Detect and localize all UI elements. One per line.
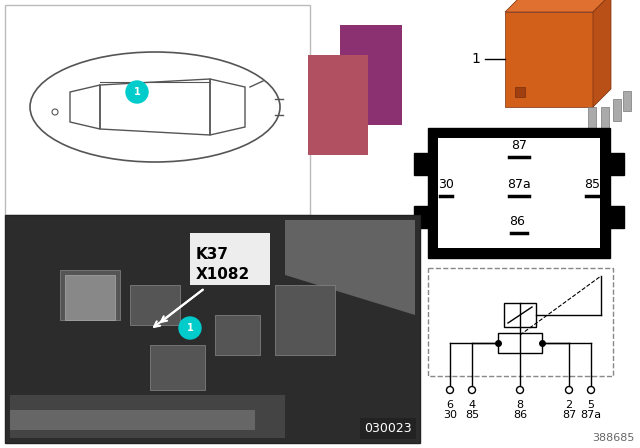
Polygon shape	[414, 153, 428, 175]
Polygon shape	[504, 303, 536, 327]
Text: K37: K37	[196, 247, 229, 262]
Polygon shape	[505, 0, 611, 12]
Text: 6: 6	[447, 400, 454, 410]
Polygon shape	[515, 87, 525, 97]
Text: 2: 2	[565, 400, 573, 410]
Polygon shape	[10, 395, 285, 438]
Circle shape	[126, 81, 148, 103]
Polygon shape	[308, 55, 368, 155]
Polygon shape	[130, 285, 180, 325]
Text: 86: 86	[513, 410, 527, 420]
Circle shape	[516, 387, 524, 393]
Polygon shape	[438, 138, 600, 248]
Polygon shape	[285, 220, 415, 315]
Polygon shape	[10, 410, 255, 430]
Text: 1: 1	[134, 87, 140, 97]
Polygon shape	[588, 107, 596, 135]
Text: X1082: X1082	[196, 267, 250, 282]
Polygon shape	[414, 206, 428, 228]
Polygon shape	[150, 345, 205, 390]
Polygon shape	[601, 107, 609, 132]
Text: 85: 85	[584, 178, 600, 191]
Text: 5: 5	[588, 400, 595, 410]
Text: 8: 8	[516, 400, 524, 410]
Text: 30: 30	[443, 410, 457, 420]
Circle shape	[468, 387, 476, 393]
Polygon shape	[613, 99, 621, 121]
Circle shape	[447, 387, 454, 393]
Text: 30: 30	[438, 178, 454, 191]
Text: 388685: 388685	[593, 433, 635, 443]
Polygon shape	[190, 233, 270, 285]
Polygon shape	[428, 128, 610, 258]
Polygon shape	[340, 25, 402, 125]
Text: 86: 86	[509, 215, 525, 228]
Circle shape	[179, 317, 201, 339]
Bar	[5, 5, 310, 215]
Polygon shape	[65, 275, 115, 320]
Polygon shape	[593, 0, 611, 107]
Polygon shape	[275, 285, 335, 355]
Text: 4: 4	[468, 400, 476, 410]
Polygon shape	[505, 12, 593, 107]
Text: 87: 87	[562, 410, 576, 420]
Polygon shape	[610, 206, 624, 228]
Polygon shape	[610, 153, 624, 175]
Text: 87: 87	[511, 139, 527, 152]
Text: 85: 85	[465, 410, 479, 420]
Polygon shape	[60, 270, 120, 320]
Circle shape	[566, 387, 573, 393]
Text: 87a: 87a	[507, 178, 531, 191]
Polygon shape	[498, 333, 542, 353]
Text: 87a: 87a	[580, 410, 602, 420]
Polygon shape	[5, 215, 420, 443]
Polygon shape	[215, 315, 260, 355]
Text: 030023: 030023	[364, 422, 412, 435]
Text: 1: 1	[471, 52, 480, 66]
Circle shape	[588, 387, 595, 393]
Polygon shape	[623, 91, 631, 111]
Text: 1: 1	[187, 323, 193, 333]
